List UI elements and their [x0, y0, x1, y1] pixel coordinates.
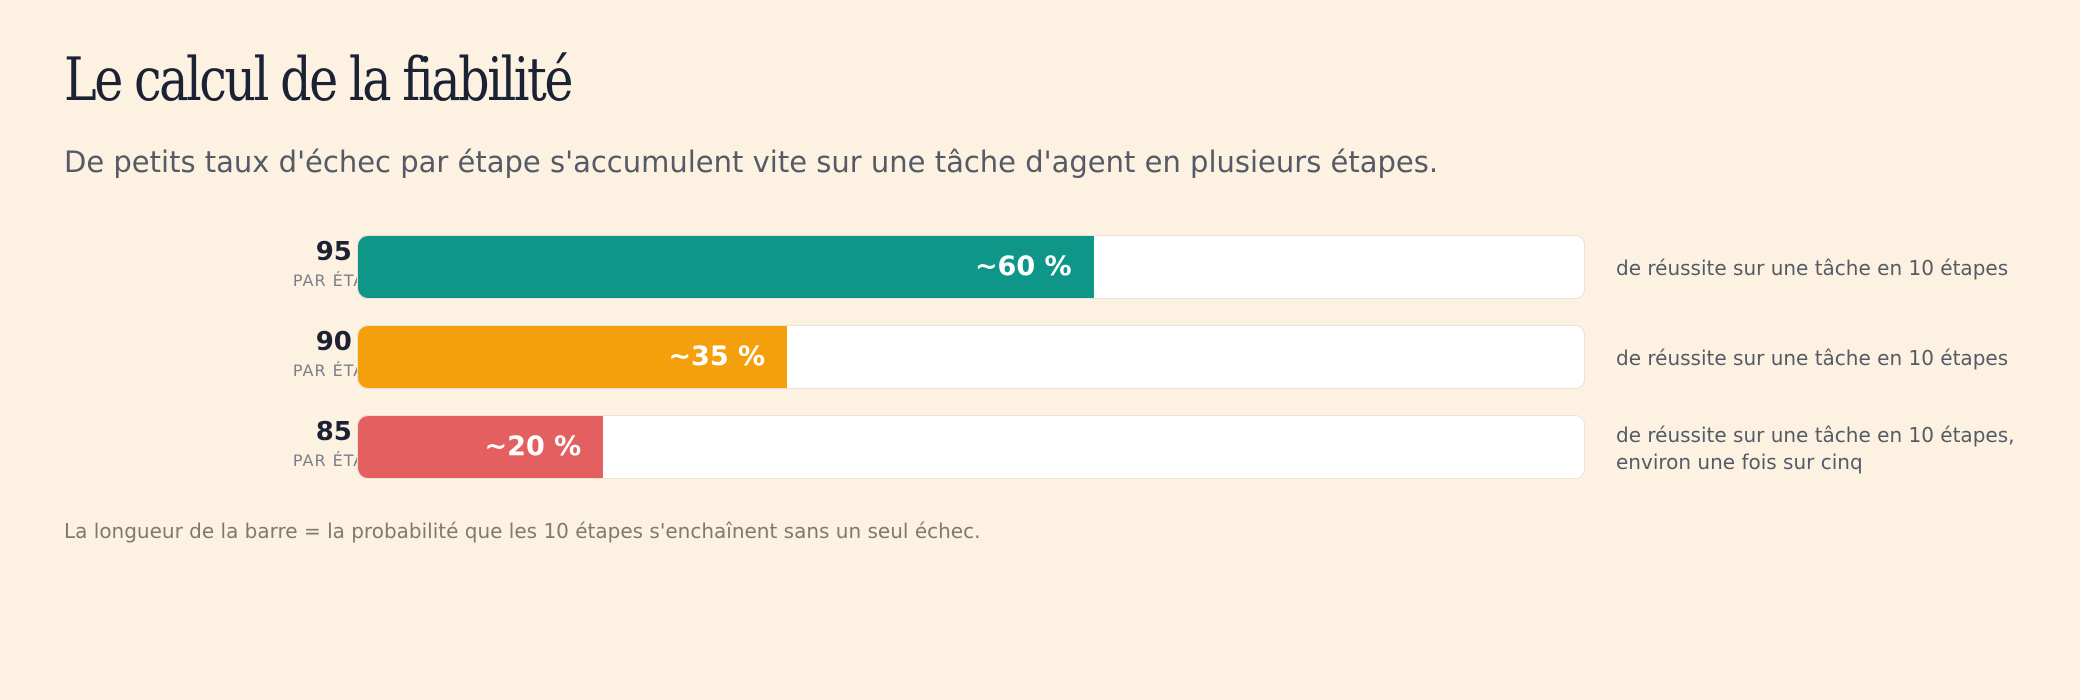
reliability-chart-page: Le calcul de la fiabilité De petits taux… [64, 0, 2024, 700]
step-rate-caption: PAR ÉTAPE [292, 451, 387, 470]
bar-track: ~60 % [357, 235, 1585, 299]
step-rate-label: 90 % PAR ÉTAPE [167, 325, 387, 381]
step-rate-caption: PAR ÉTAPE [292, 361, 387, 380]
bar-value-label: ~60 % [974, 251, 1072, 282]
step-rate-caption: PAR ÉTAPE [292, 271, 387, 290]
bar-note: de réussite sur une tâche en 10 étapes, … [1616, 423, 2015, 474]
step-rate-value: 95 % [315, 237, 387, 267]
bar-value-label: ~35 % [668, 341, 766, 372]
step-rate-value: 90 % [315, 327, 387, 357]
page-title: Le calcul de la fiabilité [64, 45, 573, 115]
step-rate-value: 85 % [315, 417, 387, 447]
page-subtitle: De petits taux d'échec par étape s'accum… [64, 145, 1439, 179]
bar-track: ~20 % [357, 415, 1585, 479]
bar-value-label: ~20 % [484, 431, 582, 462]
bar-fill: ~35 % [358, 326, 788, 388]
bar-fill: ~20 % [358, 416, 604, 478]
bar-note: de réussite sur une tâche en 10 étapes [1616, 346, 2009, 370]
bar-fill: ~60 % [358, 236, 1094, 298]
bar-row-3: 85 % PAR ÉTAPE ~20 % de réussite sur une… [64, 415, 2024, 481]
bar-track: ~35 % [357, 325, 1585, 389]
bar-note: de réussite sur une tâche en 10 étapes [1616, 256, 2009, 280]
bar-row-2: 90 % PAR ÉTAPE ~35 % de réussite sur une… [64, 325, 2024, 391]
bar-row-1: 95 % PAR ÉTAPE ~60 % de réussite sur une… [64, 235, 2024, 301]
chart-footnote: La longueur de la barre = la probabilité… [64, 519, 981, 543]
step-rate-label: 95 % PAR ÉTAPE [167, 235, 387, 291]
step-rate-label: 85 % PAR ÉTAPE [167, 415, 387, 471]
